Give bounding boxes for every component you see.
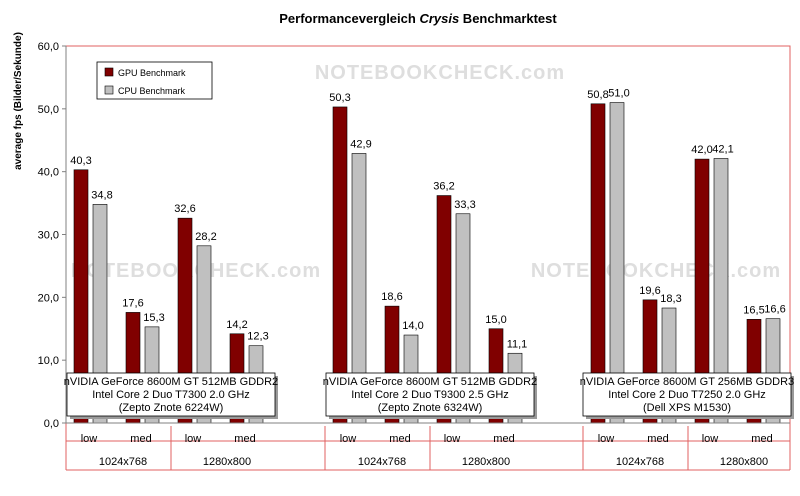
system-box-line: nVIDIA GeForce 8600M GT 512MB GDDR2 xyxy=(323,376,537,388)
legend-swatch-gpu xyxy=(104,67,114,77)
cpu-value-label: 12,3 xyxy=(247,331,268,343)
gpu-value-label: 32,6 xyxy=(174,203,195,215)
legend: GPU Benchmark CPU Benchmark xyxy=(96,61,213,100)
resolution-label: 1024x768 xyxy=(616,456,664,468)
system-box xyxy=(66,372,276,417)
y-tick-label: 60,0 xyxy=(38,41,59,53)
cpu-value-label: 18,3 xyxy=(660,293,681,305)
cpu-value-label: 51,0 xyxy=(608,88,629,100)
gpu-value-label: 19,6 xyxy=(639,285,660,297)
system-box xyxy=(325,372,535,417)
setting-label: med xyxy=(130,433,151,445)
gpu-value-label: 36,2 xyxy=(433,181,454,193)
y-axis-label: average fps (Bilder/Sekunde) xyxy=(13,32,24,170)
gpu-value-label: 14,2 xyxy=(226,319,247,331)
value-label-layer: 40,3 34,8 17,615,3 32,6 28,2 14,212,3 50,3 42,9… xyxy=(70,88,785,351)
system-box-line: Intel Core 2 Duo T9300 2.5 GHz xyxy=(351,389,509,401)
gpu-value-label: 15,0 xyxy=(485,314,506,326)
y-tick-label: 0,0 xyxy=(44,418,59,430)
cpu-value-label: 14,0 xyxy=(402,320,423,332)
setting-label: med xyxy=(234,433,255,445)
gpu-value-label: 16,5 xyxy=(743,304,764,316)
y-tick-label: 40,0 xyxy=(38,167,59,179)
system-boxes-layer: nVIDIA GeForce 8600M GT 512MB GDDR2Intel… xyxy=(64,372,794,419)
chart-title-suffix: Benchmarktest xyxy=(459,11,557,26)
setting-label: low xyxy=(81,433,98,445)
resolution-label: 1280x800 xyxy=(203,456,251,468)
gpu-value-label: 42,0 xyxy=(691,144,712,156)
y-tick-label: 30,0 xyxy=(38,230,59,242)
cpu-value-label: 11,1 xyxy=(507,338,528,350)
cpu-value-label: 16,6 xyxy=(764,304,785,316)
system-box-line: nVIDIA GeForce 8600M GT 512MB GDDR2 xyxy=(64,376,278,388)
system-box-line: (Zepto Znote 6324W) xyxy=(378,402,483,414)
setting-label: low xyxy=(185,433,202,445)
legend-box xyxy=(96,61,213,100)
cpu-value-label: 42,1 xyxy=(712,143,733,155)
system-box xyxy=(582,372,792,417)
setting-label: med xyxy=(389,433,410,445)
system-box-line: (Dell XPS M1530) xyxy=(643,402,731,414)
cpu-value-label: 28,2 xyxy=(195,231,216,243)
resolution-label: 1024x768 xyxy=(358,456,406,468)
setting-label: low xyxy=(702,433,719,445)
setting-label: low xyxy=(598,433,615,445)
cpu-value-label: 42,9 xyxy=(350,138,371,150)
watermark-text: NOTEBOOKCHECK.com xyxy=(531,260,781,282)
legend-label-cpu: CPU Benchmark xyxy=(118,86,186,96)
chart-title: Performancevergleich Crysis Benchmarktes… xyxy=(279,11,557,26)
legend-label-gpu: GPU Benchmark xyxy=(118,68,186,78)
gpu-value-label: 40,3 xyxy=(70,155,91,167)
cpu-value-label: 34,8 xyxy=(91,189,112,201)
setting-label: low xyxy=(340,433,357,445)
system-box-line: Intel Core 2 Duo T7250 2.0 GHz xyxy=(608,389,766,401)
watermark-text: NOTEBOOKCHECK.com xyxy=(71,260,321,282)
gpu-value-label: 50,3 xyxy=(329,92,350,104)
cpu-value-label: 33,3 xyxy=(454,199,475,211)
axis-layer: 0,0 10,0 20,0 30,0 40,0 50,0 60,0 low med 1024x76… xyxy=(38,41,790,468)
setting-label: med xyxy=(751,433,772,445)
system-box-line: (Zepto Znote 6224W) xyxy=(119,402,224,414)
gpu-value-label: 18,6 xyxy=(381,291,402,303)
gpu-value-label: 50,8 xyxy=(587,89,608,101)
system-box-line: Intel Core 2 Duo T7300 2.0 GHz xyxy=(92,389,250,401)
setting-label: med xyxy=(647,433,668,445)
resolution-label: 1280x800 xyxy=(462,456,510,468)
legend-swatch-cpu xyxy=(104,85,114,95)
gpu-value-label: 17,6 xyxy=(122,297,143,309)
chart-title-prefix: Performancevergleich xyxy=(279,11,419,26)
chart-title-italic: Crysis xyxy=(419,11,459,26)
cpu-value-label: 15,3 xyxy=(143,312,164,324)
system-box-line: nVIDIA GeForce 8600M GT 256MB GDDR3 xyxy=(580,376,794,388)
resolution-label: 1024x768 xyxy=(99,456,147,468)
y-tick-label: 20,0 xyxy=(38,292,59,304)
y-tick-label: 10,0 xyxy=(38,355,59,367)
setting-label: med xyxy=(493,433,514,445)
y-tick-label: 50,0 xyxy=(38,104,59,116)
watermark-text: NOTEBOOKCHECK.com xyxy=(315,62,565,84)
resolution-label: 1280x800 xyxy=(720,456,768,468)
setting-label: low xyxy=(444,433,461,445)
